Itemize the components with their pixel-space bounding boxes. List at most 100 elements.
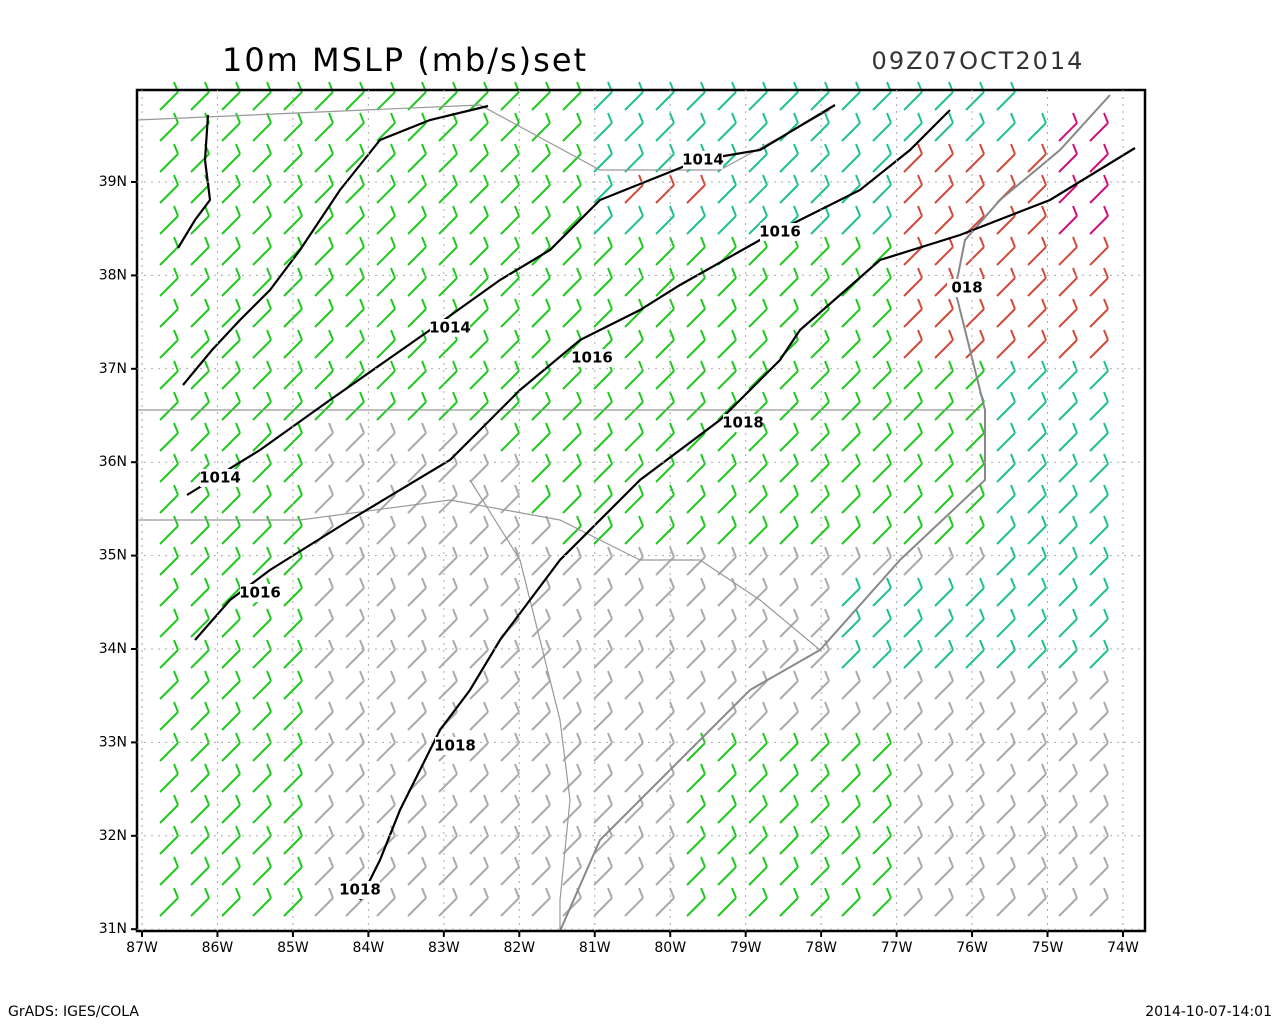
wind-barb: [624, 329, 644, 359]
wind-barb: [159, 422, 179, 452]
wind-barb: [1027, 794, 1047, 824]
wind-barb: [531, 608, 551, 638]
wind-barb: [593, 701, 613, 731]
wind-barb: [841, 639, 861, 669]
wind-barb: [500, 763, 520, 793]
wind-barb: [345, 577, 365, 607]
wind-barb: [252, 298, 272, 328]
wind-barb: [996, 732, 1016, 762]
wind-barb: [531, 887, 551, 917]
contour-label: 1018: [722, 414, 764, 432]
wind-barb: [438, 391, 458, 421]
wind-barb: [190, 298, 210, 328]
wind-barb: [624, 484, 644, 514]
wind-barb: [1027, 515, 1047, 545]
wind-barb: [438, 670, 458, 700]
wind-barb: [717, 298, 737, 328]
wind-barb: [314, 236, 334, 266]
wind-barb: [810, 143, 830, 173]
wind-barb: [159, 794, 179, 824]
wind-barb: [1027, 174, 1047, 204]
wind-barb: [500, 546, 520, 576]
wind-barb: [748, 856, 768, 886]
y-tick-label: 38N: [99, 267, 127, 283]
wind-barb: [562, 608, 582, 638]
wind-barb: [531, 825, 551, 855]
wind-barb: [841, 143, 861, 173]
wind-barb: [314, 174, 334, 204]
contour-label: 1018: [339, 881, 381, 899]
wind-barb: [407, 732, 427, 762]
wind-barb: [1027, 732, 1047, 762]
wind-barb: [531, 143, 551, 173]
wind-barb: [872, 112, 892, 142]
wind-barb: [500, 794, 520, 824]
wind-barb: [748, 701, 768, 731]
wind-barb: [1027, 670, 1047, 700]
wind-barb: [531, 174, 551, 204]
wind-barb: [841, 360, 861, 390]
wind-barb: [841, 112, 861, 142]
wind-barb: [190, 577, 210, 607]
wind-barb: [748, 112, 768, 142]
footer-left: GrADS: IGES/COLA: [8, 1004, 139, 1020]
wind-barb: [1058, 298, 1078, 328]
wind-barb: [1089, 143, 1109, 173]
wind-barb: [1058, 639, 1078, 669]
wind-barb: [376, 732, 396, 762]
wind-barb: [1058, 732, 1078, 762]
wind-barb: [593, 763, 613, 793]
wind-barb: [190, 608, 210, 638]
map-frame: [135, 88, 1147, 933]
wind-barb: [593, 546, 613, 576]
wind-barb: [1058, 360, 1078, 390]
wind-barb: [593, 298, 613, 328]
wind-barb: [841, 515, 861, 545]
wind-barb: [314, 887, 334, 917]
wind-barb: [717, 794, 737, 824]
wind-barb: [1027, 298, 1047, 328]
wind-barb: [934, 298, 954, 328]
wind-barb: [469, 856, 489, 886]
wind-barb: [810, 794, 830, 824]
wind-barb: [562, 794, 582, 824]
wind-barb: [314, 763, 334, 793]
wind-barb: [345, 701, 365, 731]
wind-barb: [686, 608, 706, 638]
wind-barb: [1027, 391, 1047, 421]
label-halo: [683, 151, 723, 169]
wind-barb: [965, 422, 985, 452]
wind-barb: [996, 515, 1016, 545]
wind-barb: [810, 763, 830, 793]
wind-barb: [500, 329, 520, 359]
wind-barb: [376, 701, 396, 731]
wind-barb: [903, 608, 923, 638]
wind-barb: [345, 546, 365, 576]
coastline: [559, 94, 1111, 932]
wind-barb: [934, 360, 954, 390]
wind-barb: [779, 143, 799, 173]
x-tick-label: 85W: [277, 940, 309, 956]
wind-barb: [872, 174, 892, 204]
label-halo: [430, 319, 470, 337]
wind-barb: [996, 453, 1016, 483]
wind-barb: [934, 608, 954, 638]
wind-barb: [624, 577, 644, 607]
wind-barb: [996, 329, 1016, 359]
wind-barb: [1058, 670, 1078, 700]
wind-barb: [1089, 670, 1109, 700]
wind-barb: [1089, 794, 1109, 824]
wind-barb: [407, 515, 427, 545]
wind-barb: [748, 515, 768, 545]
wind-barb: [221, 856, 241, 886]
wind-barb: [841, 701, 861, 731]
title: 10m MSLP (mb/s)set: [222, 41, 588, 79]
wind-barb: [779, 763, 799, 793]
wind-barb: [252, 236, 272, 266]
footer-right: 2014-10-07-14:01: [1145, 1004, 1272, 1020]
y-tick-label: 37N: [99, 361, 127, 377]
wind-barb: [810, 732, 830, 762]
wind-barb: [252, 329, 272, 359]
wind-barb: [841, 608, 861, 638]
wind-barb: [996, 546, 1016, 576]
